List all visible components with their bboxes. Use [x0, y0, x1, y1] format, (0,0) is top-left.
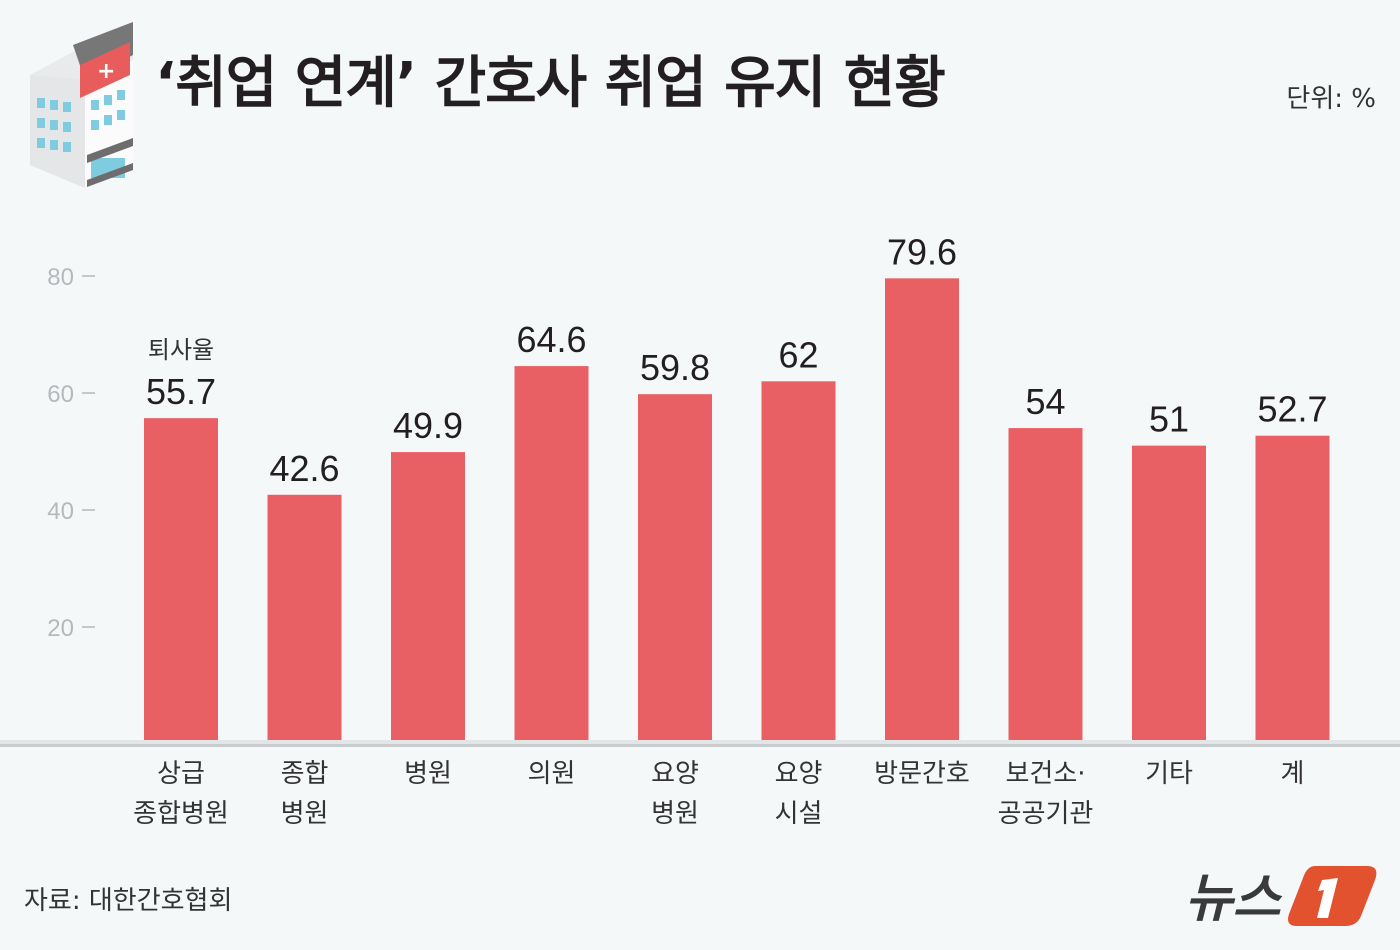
- chart-title: ‘취업 연계’ 간호사 취업 유지 현황: [155, 51, 946, 116]
- svg-text:+: +: [97, 59, 115, 84]
- bar: [1255, 435, 1330, 744]
- bar: [1132, 445, 1206, 744]
- series-label: 퇴사율: [148, 336, 214, 364]
- x-tick-label: 요양: [651, 759, 699, 789]
- bar: [391, 452, 465, 744]
- x-tick-label: 병원: [651, 799, 699, 829]
- x-tick-label: 종합병원: [133, 799, 229, 829]
- news1-logo: 뉴스: [1185, 858, 1380, 937]
- value-label: 49.9: [393, 405, 463, 446]
- x-tick-label: 병원: [404, 759, 452, 789]
- baseline-shadow: [0, 740, 1400, 744]
- hospital-icon: +: [25, 20, 140, 194]
- bar: [144, 418, 218, 744]
- value-label: 51: [1149, 399, 1189, 440]
- x-tick-label: 보건소·: [1005, 759, 1085, 789]
- bar: [514, 366, 589, 744]
- x-tick-label: 기타: [1145, 759, 1193, 789]
- x-tick-label: 공공기관: [998, 799, 1094, 829]
- unit-label: 단위: %: [1286, 84, 1376, 114]
- x-tick-label: 의원: [528, 759, 576, 789]
- value-label: 79.6: [887, 231, 957, 272]
- bar: [638, 394, 712, 744]
- x-tick-label: 요양: [775, 759, 823, 789]
- x-tick-label: 상급: [157, 759, 205, 789]
- value-label: 54: [1025, 381, 1065, 422]
- y-tick-label: 60: [47, 381, 74, 408]
- y-tick-label: 80: [47, 264, 74, 291]
- value-label: 64.6: [516, 319, 586, 360]
- x-tick-label: 계: [1281, 759, 1305, 789]
- y-tick-label: 20: [47, 615, 74, 642]
- baseline: [0, 744, 1400, 747]
- x-tick-label: 시설: [775, 799, 823, 829]
- source-label: 자료: 대한간호협회: [24, 886, 233, 916]
- x-tick-label: 종합: [281, 759, 329, 789]
- value-label: 59.8: [640, 347, 710, 388]
- svg-text:뉴스: 뉴스: [1185, 869, 1283, 929]
- bar: [1008, 428, 1083, 744]
- x-tick-label: 방문간호: [874, 759, 970, 789]
- value-label: 55.7: [146, 371, 216, 412]
- y-tick-label: 40: [47, 498, 74, 525]
- bar: [885, 278, 959, 744]
- x-tick-label: 병원: [281, 799, 329, 829]
- value-label: 62: [778, 334, 818, 375]
- bar: [267, 494, 342, 744]
- value-label: 52.7: [1257, 389, 1327, 430]
- bar: [761, 381, 836, 744]
- value-label: 42.6: [269, 448, 339, 489]
